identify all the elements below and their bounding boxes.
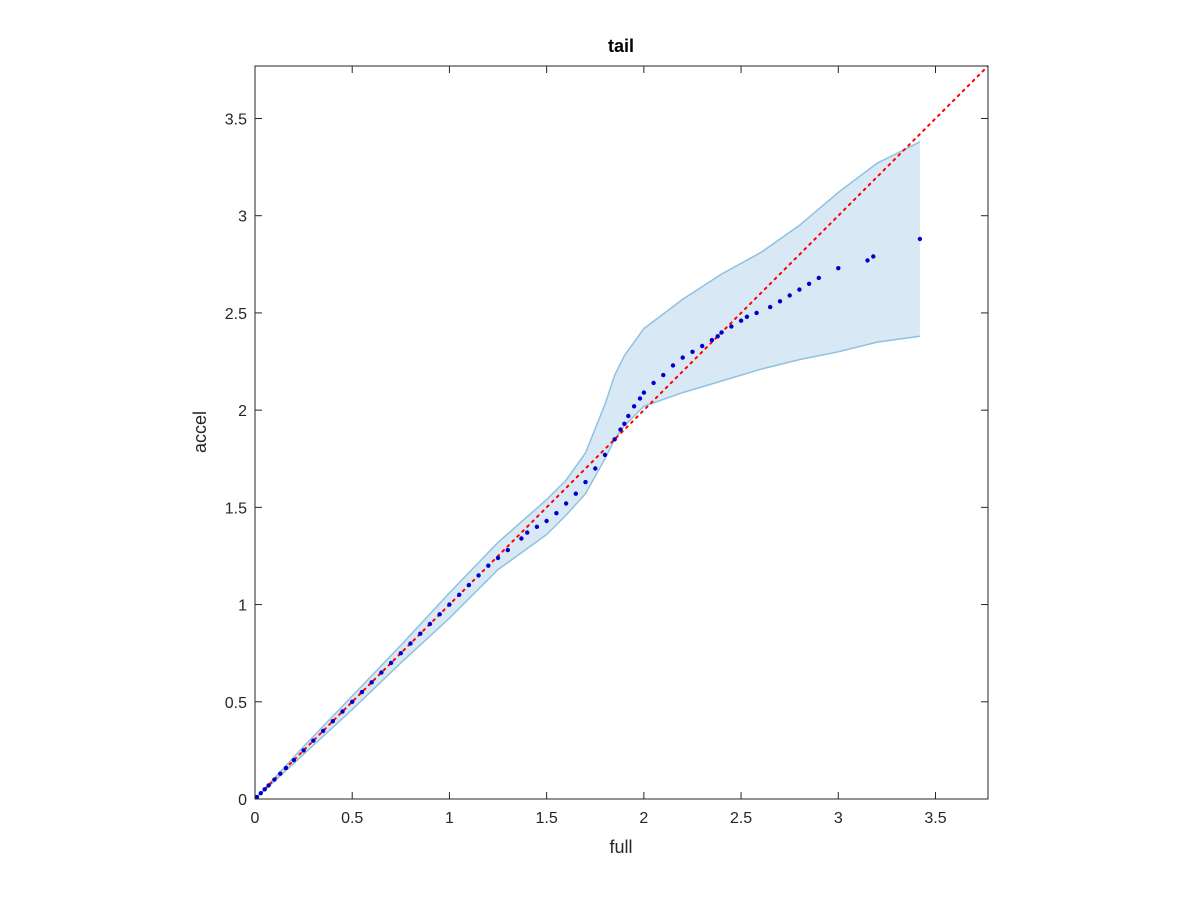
data-point (602, 452, 608, 458)
axes-box (254, 65, 989, 800)
band-lower-edge (255, 335, 921, 799)
y-tick-label: 1.5 (225, 500, 247, 517)
y-tick-label: 3 (238, 209, 247, 226)
data-point (651, 380, 656, 386)
data-point (255, 794, 260, 799)
x-tick-label: 0 (251, 810, 260, 827)
x-tick-label: 3 (834, 810, 843, 827)
data-point (283, 765, 289, 771)
x-tick-label: 2.5 (730, 810, 752, 827)
data-point (519, 536, 524, 541)
data-point (320, 728, 326, 734)
data-point (637, 396, 643, 401)
data-point (690, 349, 695, 354)
data-point (330, 719, 335, 724)
data-point (631, 404, 637, 409)
data-point (787, 293, 792, 298)
data-point (729, 324, 734, 329)
data-point (871, 254, 876, 259)
data-point (408, 641, 413, 646)
data-point (573, 491, 578, 496)
data-point (583, 479, 588, 485)
data-point (266, 783, 271, 788)
x-tick-label: 3.5 (924, 810, 946, 827)
data-point (544, 518, 549, 524)
data-point (505, 547, 510, 553)
data-point (715, 334, 720, 339)
data-point (359, 689, 365, 695)
data-point (744, 314, 750, 319)
data-point (680, 355, 685, 360)
data-point (379, 670, 384, 675)
reference-line (255, 66, 988, 799)
data-point (917, 236, 923, 242)
data-point (291, 757, 297, 763)
data-point (593, 466, 598, 471)
data-point (612, 437, 617, 442)
data-point (437, 612, 442, 617)
data-point (369, 680, 374, 685)
y-tick-label: 3.5 (225, 111, 247, 128)
data-point (301, 748, 306, 753)
data-point (388, 660, 394, 666)
data-point (563, 501, 569, 506)
y-tick-label: 1 (238, 598, 247, 615)
data-point (258, 791, 263, 796)
data-point (865, 258, 870, 263)
data-point (797, 287, 802, 292)
data-point (447, 602, 452, 607)
data-point (719, 330, 724, 335)
y-tick-label: 0.5 (225, 695, 247, 712)
plot-area (255, 66, 988, 799)
data-point (700, 343, 705, 349)
data-point (278, 771, 283, 776)
data-point (311, 738, 316, 743)
y-tick-label: 2 (238, 403, 247, 420)
band-upper-edge (255, 141, 921, 799)
data-point (626, 413, 631, 419)
data-point (777, 299, 783, 304)
data-point (768, 304, 773, 310)
data-point (622, 421, 627, 426)
y-tick-label: 2.5 (225, 306, 247, 323)
chart-title: tail (608, 36, 634, 56)
data-point (836, 266, 841, 271)
y-tick-label: 0 (238, 792, 247, 809)
x-tick-label: 2 (639, 810, 648, 827)
y-axis-label: accel (190, 411, 210, 453)
data-point (350, 699, 355, 704)
x-axis-label: full (609, 837, 632, 857)
x-tick-label: 1 (445, 810, 454, 827)
data-point (272, 777, 277, 782)
data-point (486, 563, 491, 568)
x-tick-label: 0.5 (341, 810, 363, 827)
data-point (661, 372, 666, 378)
data-point (641, 390, 647, 395)
data-point (554, 511, 559, 516)
data-point (738, 318, 744, 323)
data-point (525, 530, 530, 535)
data-point (618, 427, 623, 432)
data-point (709, 337, 715, 343)
data-point (262, 787, 267, 792)
data-point (534, 524, 540, 529)
data-point (457, 592, 462, 597)
data-point (340, 709, 345, 714)
data-point (670, 363, 676, 368)
axes: 0 0.5 1 1.5 2 2.5 3 3.5 0 0.5 1 1.5 2 2.5 3 3.5 (225, 65, 989, 827)
data-point (476, 573, 481, 578)
data-point (418, 631, 423, 636)
data-point (427, 621, 433, 627)
data-point (495, 555, 501, 561)
data-point (466, 582, 472, 588)
x-tick-label: 1.5 (536, 810, 558, 827)
data-point (816, 275, 821, 281)
data-point (806, 281, 812, 286)
data-point (398, 651, 403, 656)
data-point (754, 310, 759, 316)
